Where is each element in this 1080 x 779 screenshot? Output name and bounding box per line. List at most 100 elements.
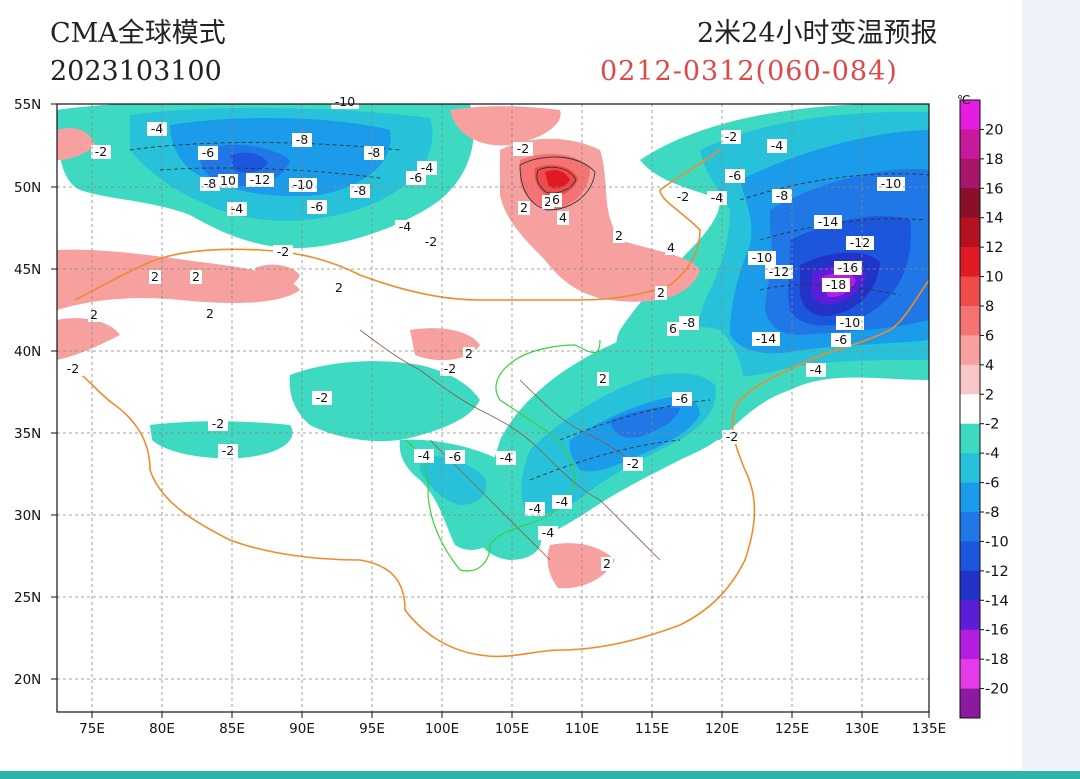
contour-label-box <box>538 526 558 540</box>
contour-label: 2 <box>190 269 202 284</box>
contour-label: -6 <box>307 199 327 214</box>
lat-label: 50N <box>14 180 41 196</box>
contour-label-text: -4 <box>151 121 164 136</box>
contour-label: -10 <box>877 176 905 191</box>
contour-label-text: 2 <box>206 306 214 321</box>
contour-label-text: -4 <box>399 219 412 234</box>
contour-label-box <box>725 169 745 183</box>
contour-label-box <box>91 145 111 159</box>
contour-label-box <box>557 211 569 225</box>
contour-label: 2 <box>88 307 100 322</box>
contour-label-box <box>307 200 327 214</box>
contour-label-text: -8 <box>368 145 381 160</box>
contour-label-text: -2 <box>726 429 738 444</box>
contour-label-text: -2 <box>212 416 224 431</box>
contour-label: -4 <box>707 190 727 205</box>
lat-label: 55N <box>14 97 41 113</box>
latitude-labels: 55N 50N 45N 40N 35N 30N 25N 20N <box>14 97 41 688</box>
contour-label-box <box>814 215 842 229</box>
contour-label-text: -6 <box>449 449 462 464</box>
contour-label: -8 <box>364 145 384 160</box>
contour-label: -2 <box>273 244 293 259</box>
contour-label: -2 <box>722 429 742 444</box>
colorbar-label: -20 <box>985 682 1009 698</box>
contour-label-box <box>673 190 693 204</box>
colorbar-label: -4 <box>985 446 999 462</box>
contour-label: -2 <box>421 234 441 249</box>
sichuan-region-border <box>404 339 601 572</box>
colorbar-label: 20 <box>985 122 1003 138</box>
contour-label-box <box>513 142 533 156</box>
product-title: 2米24小时变温预报 <box>697 18 938 49</box>
colorbar-label: -6 <box>985 476 999 492</box>
contour-label-box <box>597 372 609 386</box>
contour-label: -4 <box>538 525 558 540</box>
contour-label-box <box>721 130 741 144</box>
contour-label-box <box>525 502 545 516</box>
contour-label-box <box>552 495 572 509</box>
lon-label: 120E <box>705 721 739 737</box>
contour-label-text: 10 <box>220 173 236 188</box>
colorbar-label: 18 <box>985 152 1003 168</box>
contour-label: -4 <box>395 219 415 234</box>
colorbar-swatch <box>960 570 980 601</box>
contour-label-text: -2 <box>677 189 689 204</box>
contour-label: 2 <box>204 306 216 321</box>
lon-label: 125E <box>775 721 809 737</box>
contour-label: 2 <box>597 371 609 386</box>
colorbar-swatch <box>960 364 980 395</box>
lat-label: 25N <box>14 590 41 606</box>
lon-label: 95E <box>359 721 385 737</box>
contour-label-box <box>200 177 220 191</box>
contour-label: -10 <box>748 250 776 265</box>
colorbar-label: -18 <box>985 652 1009 668</box>
contour-label-text: -2 <box>95 144 107 159</box>
boundaries <box>74 149 929 658</box>
contour-label: -4 <box>496 450 516 465</box>
contour-label: -4 <box>227 201 247 216</box>
contour-label-box <box>440 362 460 376</box>
lat-label: 20N <box>14 672 41 688</box>
contour-label: -10 <box>836 315 864 330</box>
contour-label-box <box>822 278 850 292</box>
longitude-labels: 75E 80E 85E 90E 95E 100E 105E 110E 115E … <box>79 721 946 737</box>
contour-label: -8 <box>350 183 370 198</box>
contour-label-box <box>496 451 516 465</box>
colorbar-swatch <box>960 158 980 189</box>
contour-label-box <box>623 457 643 471</box>
contour-label-box <box>550 193 562 207</box>
contour-label-box <box>421 235 441 249</box>
contour-label-box <box>834 261 862 275</box>
contour-label: -2 <box>440 361 460 376</box>
contour-label-box <box>445 450 465 464</box>
colorbar-frame <box>959 99 981 719</box>
contour-label-text: -2 <box>517 141 529 156</box>
contour-label-text: -16 <box>838 260 858 275</box>
contour-label-box <box>218 444 238 458</box>
contour-label: -12 <box>846 235 874 250</box>
contour-label-text: -10 <box>881 176 901 191</box>
contour-label-text: -6 <box>835 332 848 347</box>
contour-label-text: 6 <box>552 192 560 207</box>
right-side-panel <box>1022 0 1080 770</box>
colorbar-label: 2 <box>985 387 994 403</box>
colorbar-swatch <box>960 453 980 483</box>
contour-label: -4 <box>806 362 826 377</box>
contour-label: -4 <box>414 448 434 463</box>
lon-label: 90E <box>289 721 315 737</box>
lon-label: 85E <box>219 721 245 737</box>
contour-label: -2 <box>208 416 228 431</box>
contour-label-text: -4 <box>810 362 823 377</box>
contour-label-text: 2 <box>192 269 200 284</box>
contour-label-box <box>88 308 100 322</box>
contour-label-text: -6 <box>676 391 689 406</box>
contour-label: -14 <box>814 214 842 229</box>
contour-label: 10 <box>218 173 238 188</box>
colorbar-label: 16 <box>985 181 1003 197</box>
colorbar-label: 4 <box>985 358 994 374</box>
contour-label-text: -4 <box>231 201 244 216</box>
contour-label-text: -4 <box>711 190 724 205</box>
colorbar-swatch <box>960 100 980 130</box>
colorbar-label: 6 <box>985 328 994 344</box>
